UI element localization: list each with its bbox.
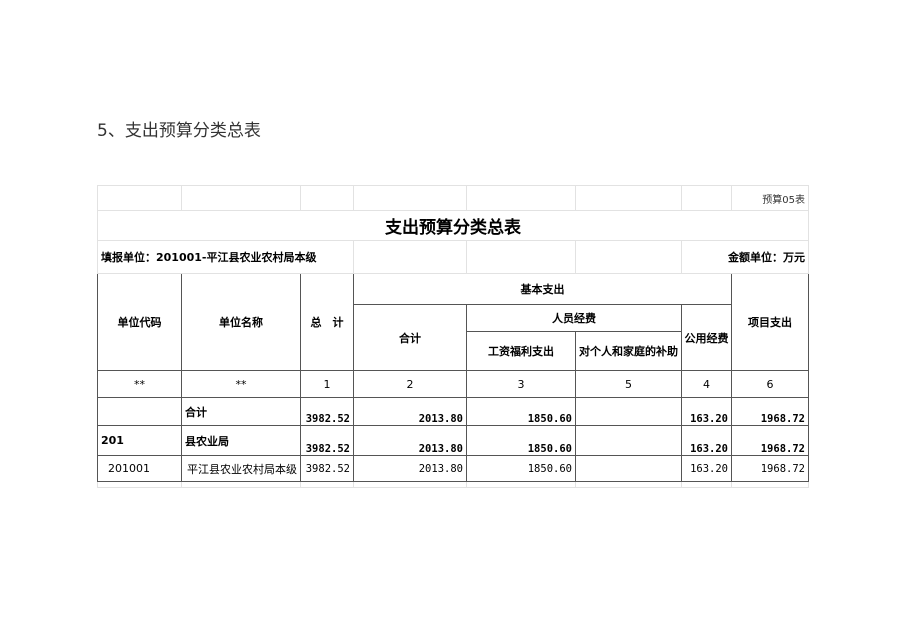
cell-subsidy [575, 397, 682, 426]
header-personnel: 人员经费 [466, 304, 682, 332]
cell-total: 3982.52 [300, 397, 354, 426]
header-name: 单位名称 [181, 273, 301, 371]
cell-salary: 1850.60 [466, 397, 576, 426]
index-cell: 4 [681, 370, 732, 398]
cell-project: 1968.72 [731, 455, 809, 482]
index-cell: ** [97, 370, 182, 398]
cell-code [97, 397, 182, 426]
cell-code: 201 [97, 425, 182, 456]
cell-name: 合计 [181, 397, 301, 426]
cell-salary: 1850.60 [466, 425, 576, 456]
cell-total: 3982.52 [300, 425, 354, 456]
cell-subsidy [575, 425, 682, 456]
cell-public: 163.20 [681, 455, 732, 482]
cell-project: 1968.72 [731, 397, 809, 426]
cell-code: 201001 [97, 455, 182, 482]
header-code: 单位代码 [97, 273, 182, 371]
index-cell: 2 [353, 370, 467, 398]
index-cell: 3 [466, 370, 576, 398]
cell-basic: 2013.80 [353, 397, 467, 426]
index-cell: ** [181, 370, 301, 398]
header-public: 公用经费 [681, 304, 732, 371]
cell-salary: 1850.60 [466, 455, 576, 482]
index-row: ** ** 1 2 3 5 4 6 [97, 370, 809, 398]
table-row: 201001 平江县农业农村局本级 3982.52 2013.80 1850.6… [97, 455, 809, 482]
header-basic: 基本支出 [353, 273, 732, 305]
index-cell: 1 [300, 370, 354, 398]
header-basic-total: 合计 [353, 304, 467, 371]
header-project: 项目支出 [731, 273, 809, 371]
header-total: 总 计 [300, 273, 354, 371]
table-title: 支出预算分类总表 [97, 210, 809, 241]
cell-project: 1968.72 [731, 425, 809, 456]
cell-basic: 2013.80 [353, 455, 467, 482]
cell-basic: 2013.80 [353, 425, 467, 456]
section-heading: 5、支出预算分类总表 [97, 121, 261, 141]
cell-name: 平江县农业农村局本级 [181, 455, 301, 482]
cell-total: 3982.52 [300, 455, 354, 482]
index-cell: 6 [731, 370, 809, 398]
cell-public: 163.20 [681, 397, 732, 426]
cell-public: 163.20 [681, 425, 732, 456]
header-salary: 工资福利支出 [466, 331, 576, 371]
cell-name: 县农业局 [181, 425, 301, 456]
filler-unit: 填报单位：201001-平江县农业农村局本级 [97, 240, 354, 274]
header-subsidy: 对个人和家庭的补助 [575, 331, 682, 371]
budget-table: 预算05表 支出预算分类总表 填报单位：201001-平江县农业农村局本级 金额单… [97, 185, 809, 488]
amount-unit: 金额单位：万元 [681, 240, 809, 274]
form-number: 预算05表 [731, 185, 809, 211]
table-row: 201 县农业局 3982.52 2013.80 1850.60 163.20 … [97, 425, 809, 456]
cell-subsidy [575, 455, 682, 482]
index-cell: 5 [575, 370, 682, 398]
table-row: 合计 3982.52 2013.80 1850.60 163.20 1968.7… [97, 397, 809, 426]
